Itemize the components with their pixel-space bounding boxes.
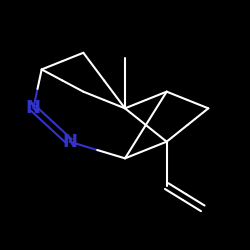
Text: N: N xyxy=(62,133,77,151)
Text: N: N xyxy=(26,99,41,117)
